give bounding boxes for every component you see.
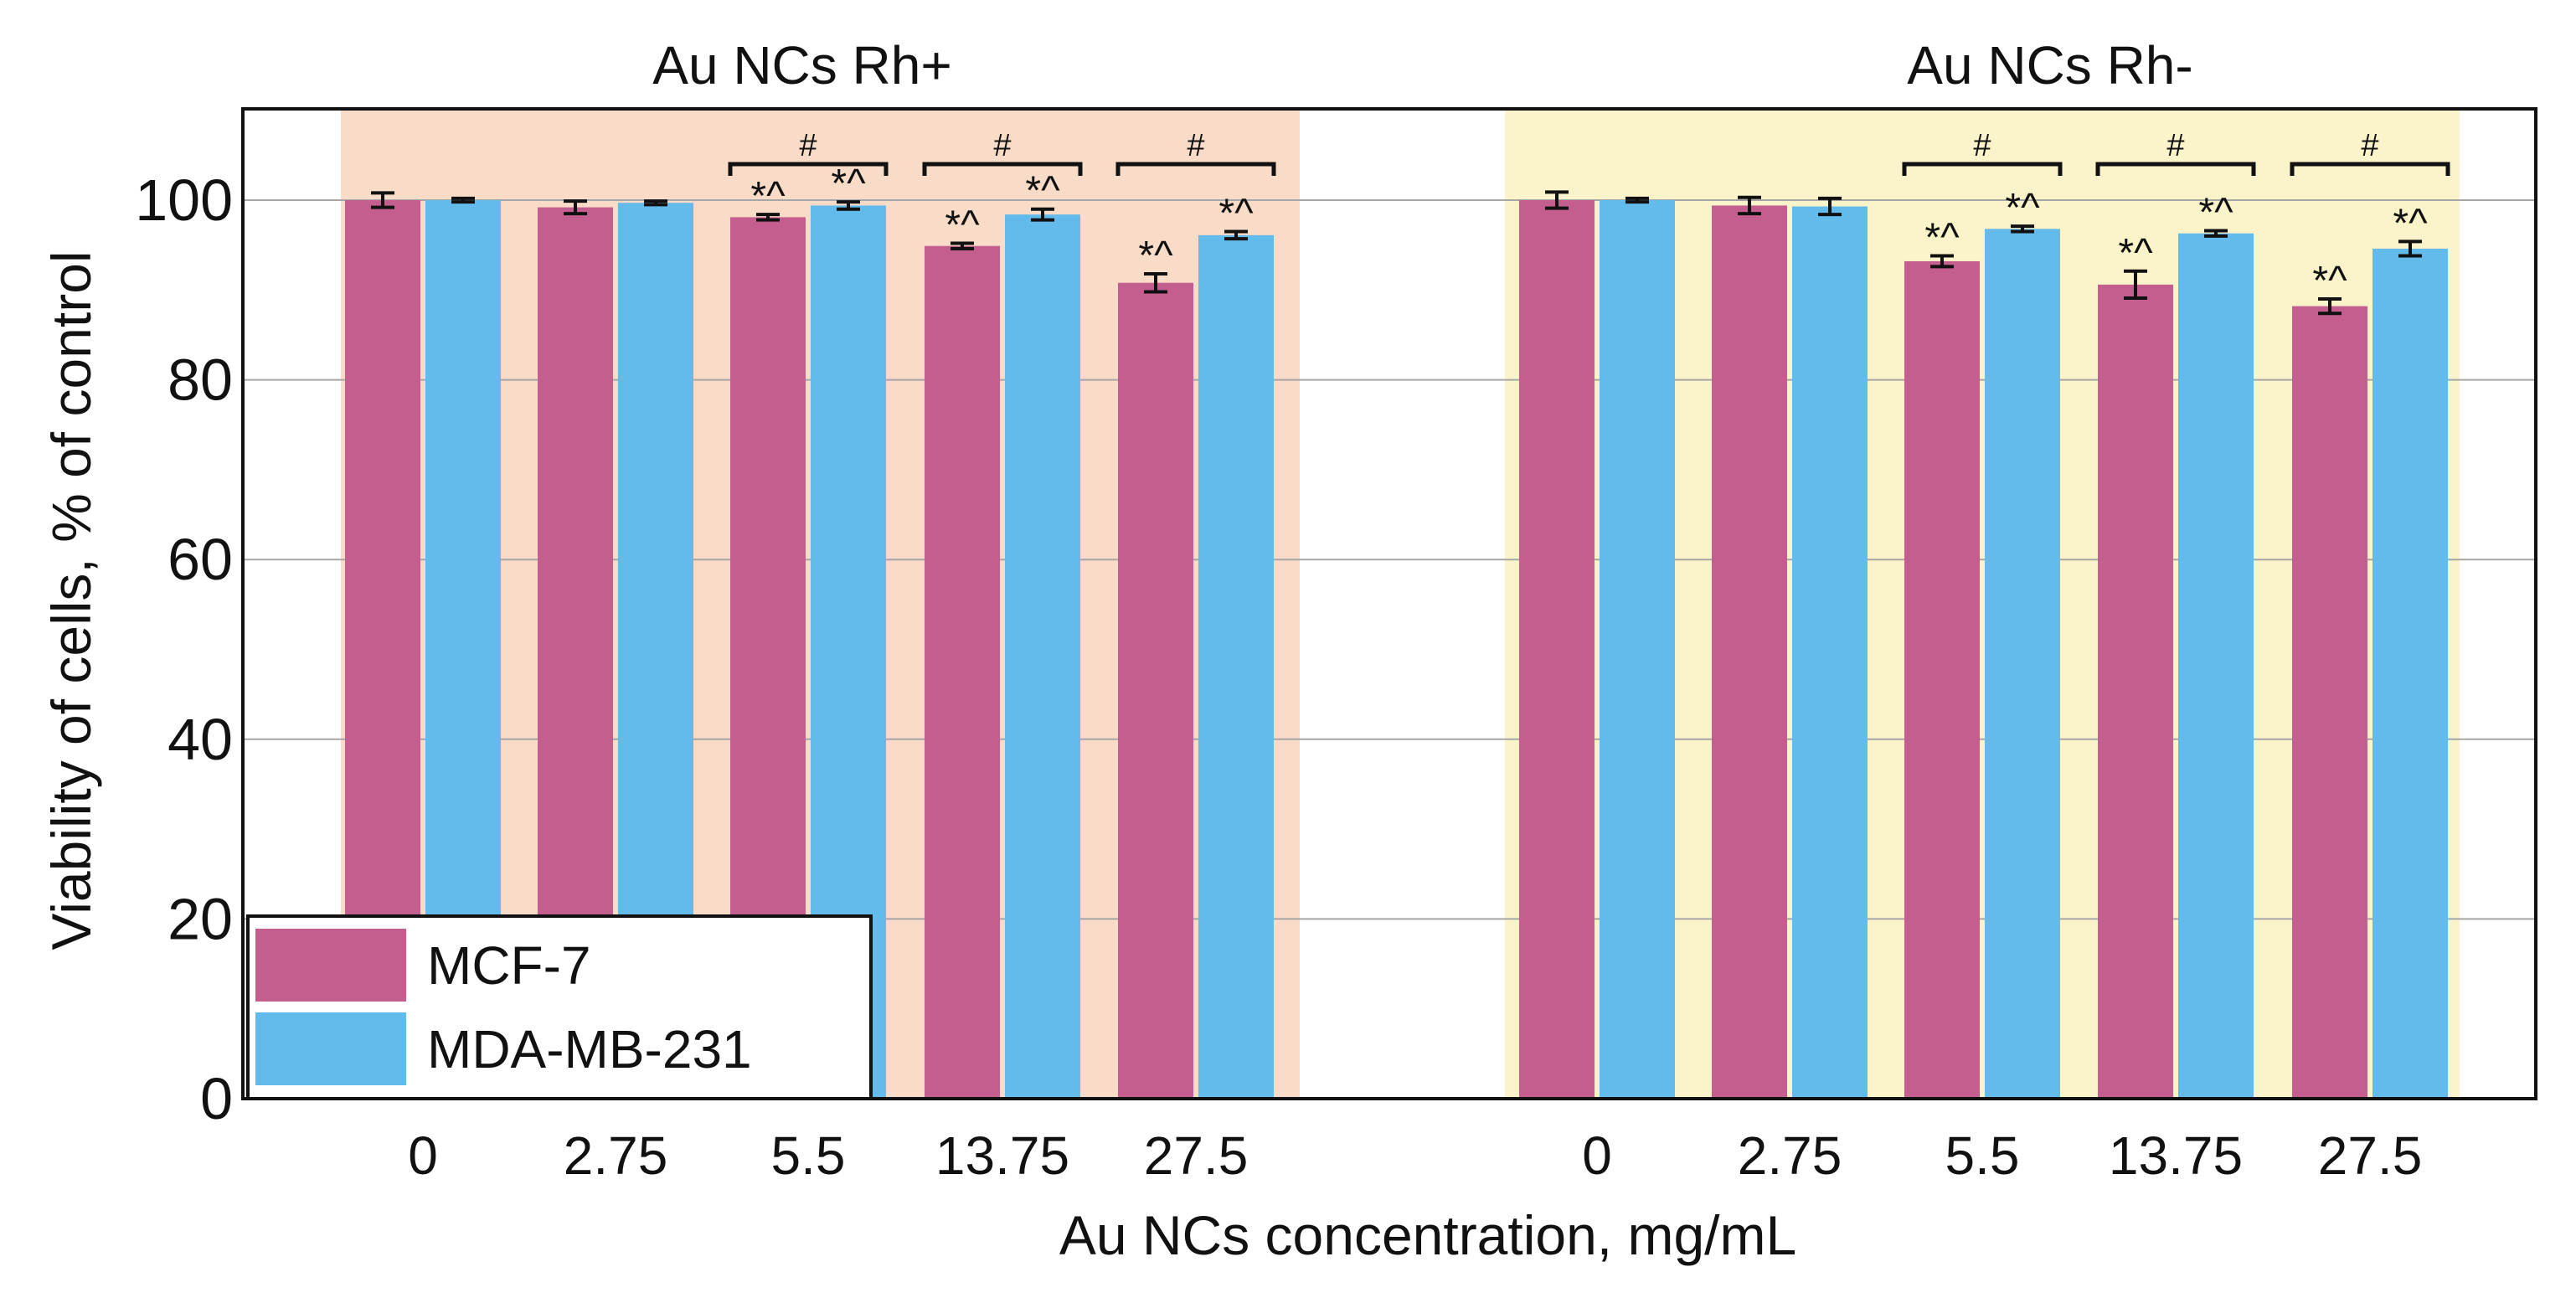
significance-label: *^ — [2005, 186, 2040, 230]
y-tick-label: 60 — [167, 527, 233, 592]
bracket-label: # — [993, 128, 1011, 163]
y-axis-label: Viability of cells, % of control — [40, 250, 102, 950]
x-axis-label: Au NCs concentration, mg/mL — [1059, 1204, 1796, 1266]
legend-swatch-mcf7 — [255, 929, 406, 1002]
bar-mcf7 — [1904, 260, 1980, 1099]
significance-label: *^ — [831, 162, 866, 206]
comparison-bracket — [2095, 162, 2256, 176]
x-tick-label: 5.5 — [1945, 1125, 2020, 1186]
bar-mda-mb-231 — [2372, 248, 2448, 1099]
bar-mda-mb-231 — [1005, 214, 1080, 1100]
x-tick-label: 5.5 — [771, 1125, 846, 1186]
bar-mda-mb-231 — [1600, 200, 1675, 1099]
significance-label: *^ — [2198, 190, 2233, 234]
significance-label: *^ — [1138, 234, 1173, 278]
x-tick-label: 0 — [408, 1125, 438, 1186]
bracket-label: # — [1187, 128, 1204, 163]
bracket-label: # — [799, 128, 817, 163]
legend-swatch-mda — [255, 1012, 406, 1085]
legend-label-mcf7: MCF-7 — [427, 935, 591, 996]
error-bars — [371, 190, 2422, 316]
plot-frame — [241, 107, 2537, 1100]
bar-mcf7 — [925, 245, 1000, 1099]
legend: MCF-7 MDA-MB-231 — [246, 914, 873, 1100]
comparison-bracket — [922, 162, 1083, 176]
group-title: Au NCs Rh- — [1907, 35, 2192, 95]
comparison-bracket — [1902, 162, 2063, 176]
bar-mcf7 — [2098, 284, 2173, 1099]
x-axis-ticks: 0 2.75 5.5 13.75 27.5 0 2.75 5.5 13.75 27.5 — [408, 1125, 2422, 1186]
y-tick-label: 20 — [167, 886, 233, 951]
x-tick-label: 2.75 — [564, 1125, 668, 1186]
bar-mcf7 — [1519, 200, 1595, 1099]
y-tick-label: 40 — [167, 707, 233, 772]
bar-mda-mb-231 — [1985, 229, 2060, 1100]
bracket-label: # — [2361, 128, 2378, 163]
significance-label: *^ — [2393, 201, 2428, 245]
significance-label: *^ — [2312, 259, 2347, 303]
y-axis-ticks: 0 20 40 60 80 100 — [135, 167, 233, 1131]
significance-label: *^ — [2118, 231, 2153, 276]
bracket-label: # — [1973, 128, 1991, 163]
x-tick-label: 13.75 — [935, 1125, 1069, 1186]
bracket-label: # — [2166, 128, 2184, 163]
significance-label: *^ — [1025, 169, 1060, 214]
legend-label-mda: MDA-MB-231 — [427, 1019, 752, 1079]
y-tick-label: 0 — [200, 1066, 233, 1131]
comparison-bracket — [2290, 162, 2450, 176]
bar-mda-mb-231 — [1792, 206, 1868, 1100]
y-tick-label: 100 — [135, 167, 233, 233]
x-tick-label: 27.5 — [2318, 1125, 2423, 1186]
bar-mcf7 — [1712, 205, 1787, 1100]
significance-label: *^ — [1218, 192, 1254, 236]
bar-mda-mb-231 — [2178, 233, 2254, 1100]
x-tick-label: 27.5 — [1144, 1125, 1249, 1186]
bar-mda-mb-231 — [1198, 234, 1274, 1100]
y-tick-label: 80 — [167, 348, 233, 413]
significance-label: *^ — [945, 203, 980, 248]
significance-label: *^ — [750, 174, 786, 219]
significance-annotations: *^ *^ *^ *^ *^ *^ # # # *^ *^ *^ *^ *^ *^ # # # — [728, 128, 2450, 303]
bar-mcf7 — [1118, 282, 1193, 1099]
bar-mcf7 — [2292, 306, 2367, 1099]
comparison-bracket — [1115, 162, 1276, 176]
group-titles: Au NCs Rh+ Au NCs Rh- — [652, 35, 2192, 95]
x-tick-label: 0 — [1582, 1125, 1612, 1186]
significance-label: *^ — [1924, 216, 1960, 260]
group-title: Au NCs Rh+ — [652, 35, 951, 95]
comparison-bracket — [728, 162, 889, 176]
x-tick-label: 2.75 — [1738, 1125, 1842, 1186]
x-tick-label: 13.75 — [2109, 1125, 2243, 1186]
